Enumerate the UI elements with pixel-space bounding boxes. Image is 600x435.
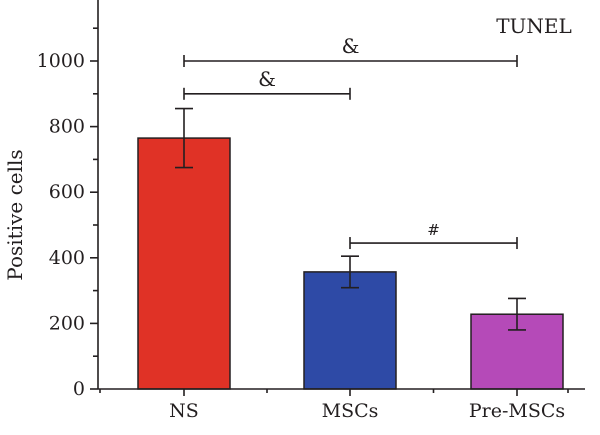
x-tick-label: MSCs	[322, 400, 379, 422]
y-tick-label: 0	[73, 378, 85, 400]
x-tick-label: NS	[169, 400, 199, 422]
significance-brackets: & & #	[183, 34, 518, 250]
chart-title: TUNEL	[496, 14, 572, 38]
significance-label: &	[342, 34, 360, 58]
y-tick-label: 600	[49, 181, 85, 203]
x-tick-label: Pre-MSCs	[469, 400, 565, 422]
bar-ns	[137, 137, 231, 390]
significance-label: &	[258, 67, 276, 91]
significance-label: #	[427, 221, 440, 239]
axes: 0 200 400 600 800 1000 NS MSCs Pre-MSCs	[37, 0, 585, 422]
y-tick-label: 800	[49, 116, 85, 138]
y-tick-label: 1000	[37, 50, 85, 72]
y-axis-label: Positive cells	[3, 149, 27, 280]
error-bars	[175, 107, 526, 331]
bar-mscs	[303, 271, 397, 390]
y-tick-label: 400	[49, 247, 85, 269]
y-tick-label: 200	[49, 312, 85, 334]
